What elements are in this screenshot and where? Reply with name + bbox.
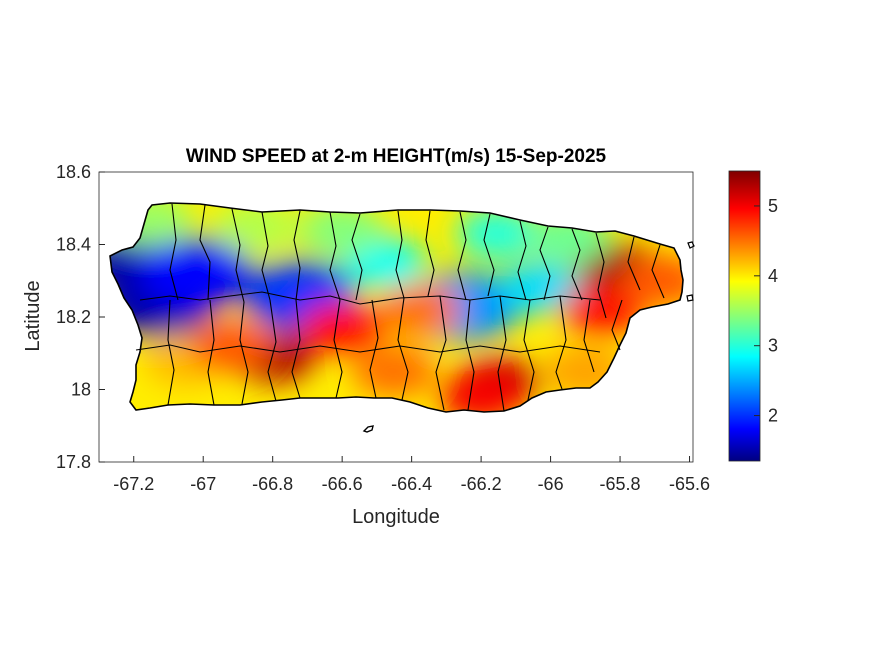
- chart-title: WIND SPEED at 2-m HEIGHT(m/s) 15-Sep-202…: [186, 146, 607, 167]
- municipality-boundary-31: [555, 295, 567, 390]
- municipality-boundary-30: [523, 299, 535, 401]
- municipality-boundary-6: [329, 211, 341, 301]
- x-axis: -67.2 -67 -66.8 -66.6 -66.4 -66.2 -66 -65.8 -65.…: [113, 456, 710, 494]
- y-axis-label: Latitude: [22, 280, 44, 351]
- y-tick-label: 18.6: [56, 162, 91, 182]
- municipality-boundary-20: [207, 299, 215, 406]
- municipality-boundary-25: [369, 299, 379, 399]
- y-tick-label: 17.8: [56, 452, 91, 472]
- municipality-boundary-13: [539, 226, 551, 301]
- field-cell-14: [376, 283, 461, 336]
- municipality-boundary-2: [199, 204, 211, 301]
- municipality-boundary-5: [293, 210, 301, 301]
- east-islet-2: [686, 294, 694, 302]
- municipality-boundary-15: [595, 232, 607, 319]
- municipality-boundary-1: [169, 203, 179, 301]
- municipality-boundary-8: [395, 210, 405, 299]
- x-tick-label: -67: [190, 474, 216, 494]
- municipality-boundary-32: [583, 299, 595, 373]
- field-cell-9: [300, 301, 385, 354]
- municipality-boundary-10: [457, 211, 467, 301]
- municipality-boundary-23: [291, 299, 301, 399]
- x-tick-label: -65.8: [600, 474, 641, 494]
- municipality-boundary-12: [517, 220, 527, 301]
- field-cell-13: [560, 283, 645, 336]
- field-cell-20: [213, 203, 298, 253]
- municipality-boundaries: [135, 203, 665, 412]
- municipality-boundary-11: [483, 213, 495, 297]
- y-tick-label: 18.4: [56, 235, 91, 255]
- colorbar-tick-label: 2: [768, 406, 778, 426]
- y-axis: 17.8 18 18.2 18.4 18.6: [56, 162, 105, 472]
- municipality-boundary-21: [239, 301, 249, 405]
- east-islet: [687, 241, 695, 249]
- municipality-boundary-29: [497, 295, 507, 412]
- municipality-boundary-24: [333, 299, 343, 399]
- municipality-boundary-7: [351, 213, 363, 301]
- colorbar-tick-label: 3: [768, 336, 778, 356]
- field-cell-21: [300, 204, 385, 256]
- field-cell-16: [189, 320, 273, 372]
- municipality-boundary-26: [397, 297, 409, 401]
- municipality-boundary-17: [651, 244, 665, 299]
- x-axis-label: Longitude: [352, 506, 440, 528]
- x-tick-label: -65.6: [669, 474, 710, 494]
- municipality-boundary-0: [139, 291, 601, 305]
- municipality-boundary-28: [465, 299, 475, 411]
- colorbar-tick-label: 5: [768, 196, 778, 216]
- y-tick-label: 18.2: [56, 307, 91, 327]
- municipality-boundary-16: [627, 236, 641, 291]
- x-tick-label: -66.2: [461, 474, 502, 494]
- x-tick-label: -66.6: [322, 474, 363, 494]
- municipality-boundary-33: [611, 299, 623, 351]
- field-cell-17: [352, 345, 437, 398]
- municipality-boundary-27: [435, 295, 447, 411]
- colorbar-tick-label: 4: [768, 266, 778, 286]
- x-tick-label: -66: [538, 474, 564, 494]
- colorbar-ticks: 2 3 4 5: [754, 196, 778, 426]
- municipality-boundary-22: [267, 299, 277, 402]
- field-cell-2: [139, 238, 253, 309]
- municipality-boundary-4: [261, 211, 271, 301]
- x-tick-label: -66.8: [252, 474, 293, 494]
- colorbar-gradient: [728, 170, 761, 462]
- x-tick-label: -67.2: [113, 474, 154, 494]
- colorbar: 2 3 4 5: [728, 170, 778, 462]
- municipality-boundary-14: [571, 228, 583, 301]
- y-tick-label: 18: [71, 380, 91, 400]
- municipality-boundary-9: [425, 210, 435, 297]
- municipality-boundary-18: [135, 344, 601, 353]
- municipality-boundary-3: [231, 208, 245, 303]
- coastline: [109, 202, 684, 413]
- x-tick-label: -66.4: [391, 474, 432, 494]
- municipality-boundary-19: [167, 299, 175, 406]
- caja-de-muertos-island: [362, 425, 374, 433]
